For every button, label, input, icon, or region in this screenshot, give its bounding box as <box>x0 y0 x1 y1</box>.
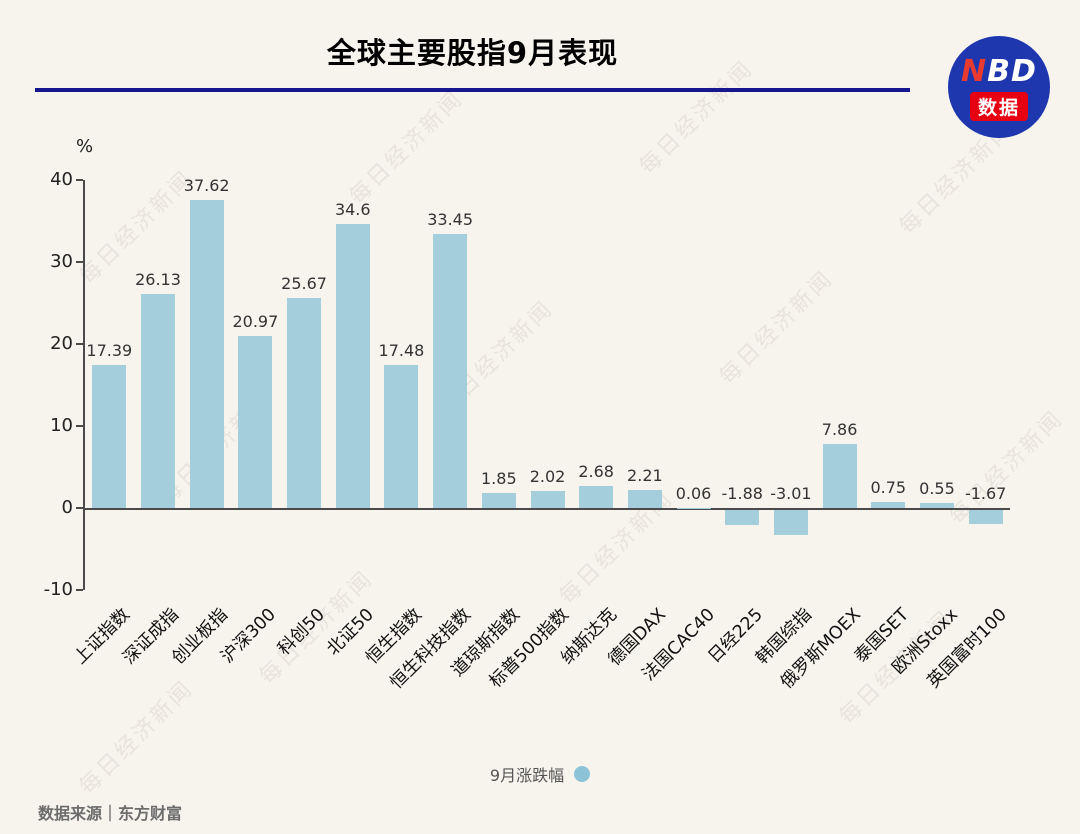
bar-value-label: 25.67 <box>281 273 327 293</box>
y-tick-label: 0 <box>61 497 73 518</box>
y-axis-line <box>83 180 85 590</box>
bar <box>968 510 1003 524</box>
bar <box>919 503 954 508</box>
legend-dot-icon <box>574 766 591 782</box>
bar <box>627 489 662 508</box>
bar <box>481 492 516 508</box>
bar-value-label: 1.85 <box>481 468 517 488</box>
bar <box>92 365 127 508</box>
bar <box>238 336 273 508</box>
y-tick-label: 40 <box>50 169 73 190</box>
y-tick-mark <box>76 261 83 263</box>
nbd-logo: NBD 数据 <box>948 36 1050 138</box>
bar-value-label: 2.02 <box>529 467 566 487</box>
bar <box>335 224 370 508</box>
bar <box>141 293 176 508</box>
bar-value-label: 2.68 <box>578 462 614 482</box>
bar <box>871 501 906 508</box>
y-tick-label: -10 <box>43 579 73 600</box>
x-tick-label: 科创50 <box>274 604 330 660</box>
bar <box>384 364 419 508</box>
chart-title: 全球主要股指9月表现 <box>326 36 619 70</box>
zero-axis-line <box>85 508 1010 510</box>
bar-value-label: 0.75 <box>870 477 907 497</box>
bar <box>773 510 808 535</box>
data-source-label: 数据来源｜东方财富 <box>38 804 183 823</box>
bar-value-label: 2.21 <box>627 465 663 485</box>
bar <box>725 510 760 526</box>
y-tick-mark <box>76 425 83 427</box>
y-tick-mark <box>76 589 83 591</box>
bar-value-label: -1.88 <box>721 484 763 503</box>
nbd-logo-badge: 数据 <box>969 91 1028 121</box>
y-axis-unit-label: % <box>76 136 94 157</box>
bar-value-label: 7.86 <box>821 419 858 439</box>
bar-value-label: 0.55 <box>919 479 955 499</box>
bar-value-label: 33.45 <box>427 209 474 229</box>
bar-value-label: 37.62 <box>183 175 230 195</box>
bar <box>287 297 322 508</box>
y-tick-label: 10 <box>50 415 73 436</box>
y-tick-mark <box>76 507 83 509</box>
y-tick-label: 20 <box>50 333 73 354</box>
bar-value-label: 34.6 <box>334 200 371 220</box>
bar <box>822 443 857 508</box>
bar-value-label: 26.13 <box>135 269 181 289</box>
y-tick-mark <box>76 343 83 345</box>
bar <box>433 233 468 508</box>
bar <box>189 199 224 508</box>
y-tick-label: 30 <box>50 251 73 272</box>
bar-value-label: 17.48 <box>378 340 425 360</box>
legend-label: 9月涨跌幅 <box>489 766 565 785</box>
bar <box>530 491 565 508</box>
bar-value-label: 20.97 <box>232 312 279 332</box>
nbd-logo-text: NBD <box>961 53 1037 89</box>
bar-value-label: 17.39 <box>86 341 133 361</box>
bar-value-label: 0.06 <box>675 483 712 503</box>
y-tick-mark <box>76 179 83 181</box>
bar-value-label: -1.67 <box>964 484 1007 503</box>
legend: 9月涨跌幅 <box>0 762 1080 786</box>
bar <box>579 486 614 508</box>
plot-area: 17.39 26.13 37.62 20.97 25.67 34.6 17.48 33.45 1… <box>83 176 1010 590</box>
bar-value-label: -3.01 <box>770 484 812 503</box>
chart-header: 全球主要股指9月表现 <box>35 30 910 92</box>
